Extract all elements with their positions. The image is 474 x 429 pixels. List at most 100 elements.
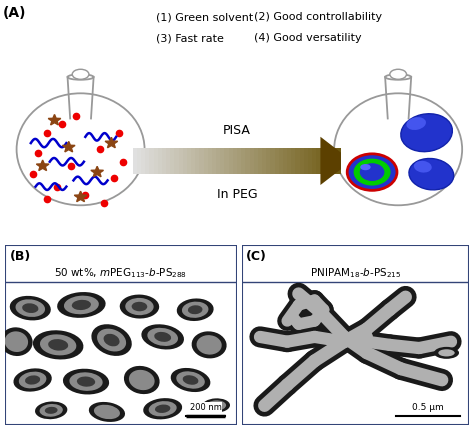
Ellipse shape	[334, 94, 462, 162]
Polygon shape	[308, 148, 312, 174]
Polygon shape	[225, 148, 228, 174]
Ellipse shape	[155, 405, 170, 413]
Polygon shape	[179, 148, 183, 174]
Polygon shape	[300, 148, 304, 174]
Polygon shape	[283, 148, 287, 174]
Ellipse shape	[97, 329, 126, 351]
Ellipse shape	[409, 158, 454, 190]
Text: (B): (B)	[9, 250, 31, 263]
Ellipse shape	[141, 324, 184, 350]
Text: (3) Fast rate: (3) Fast rate	[156, 33, 224, 43]
Ellipse shape	[91, 324, 132, 356]
Ellipse shape	[385, 74, 411, 80]
Ellipse shape	[434, 347, 459, 359]
Ellipse shape	[202, 399, 230, 413]
Polygon shape	[174, 148, 179, 174]
Polygon shape	[204, 148, 208, 174]
Ellipse shape	[35, 402, 67, 419]
Ellipse shape	[176, 372, 205, 389]
Ellipse shape	[334, 94, 462, 205]
Text: (1) Green solvent: (1) Green solvent	[156, 12, 254, 22]
Ellipse shape	[63, 369, 109, 395]
Text: (C): (C)	[246, 250, 267, 263]
Polygon shape	[191, 148, 195, 174]
Polygon shape	[325, 148, 329, 174]
Ellipse shape	[13, 369, 52, 392]
Polygon shape	[133, 148, 137, 174]
Polygon shape	[295, 148, 300, 174]
Ellipse shape	[16, 299, 45, 317]
Ellipse shape	[89, 402, 125, 422]
Ellipse shape	[10, 296, 51, 320]
Polygon shape	[162, 148, 166, 174]
Ellipse shape	[45, 407, 58, 414]
Text: (A): (A)	[2, 6, 26, 20]
Ellipse shape	[33, 330, 83, 360]
Ellipse shape	[19, 372, 46, 388]
Ellipse shape	[64, 296, 99, 314]
Ellipse shape	[182, 302, 209, 318]
Ellipse shape	[347, 154, 397, 190]
Polygon shape	[137, 148, 141, 174]
Ellipse shape	[129, 370, 155, 390]
Ellipse shape	[182, 375, 199, 385]
Text: In PEG: In PEG	[217, 188, 257, 201]
Ellipse shape	[48, 339, 68, 350]
Polygon shape	[183, 148, 187, 174]
Polygon shape	[237, 148, 241, 174]
Ellipse shape	[206, 400, 226, 411]
FancyBboxPatch shape	[5, 245, 237, 425]
Ellipse shape	[406, 117, 426, 130]
Ellipse shape	[5, 331, 28, 352]
Polygon shape	[170, 148, 174, 174]
Ellipse shape	[171, 368, 210, 392]
Ellipse shape	[120, 295, 159, 319]
Ellipse shape	[94, 405, 120, 419]
Ellipse shape	[191, 331, 227, 358]
Polygon shape	[187, 148, 191, 174]
Polygon shape	[287, 148, 291, 174]
Ellipse shape	[210, 403, 222, 408]
Polygon shape	[312, 148, 316, 174]
Polygon shape	[195, 148, 200, 174]
Ellipse shape	[360, 163, 384, 181]
Polygon shape	[149, 148, 154, 174]
Polygon shape	[141, 148, 145, 174]
Ellipse shape	[149, 401, 177, 417]
Polygon shape	[254, 148, 258, 174]
Ellipse shape	[197, 335, 222, 355]
Polygon shape	[320, 148, 325, 174]
Polygon shape	[216, 148, 220, 174]
Ellipse shape	[143, 398, 182, 420]
Polygon shape	[145, 148, 149, 174]
Text: PISA: PISA	[223, 124, 251, 137]
Polygon shape	[166, 148, 170, 174]
Polygon shape	[249, 148, 254, 174]
Ellipse shape	[125, 298, 154, 315]
Ellipse shape	[68, 74, 94, 80]
Polygon shape	[208, 148, 212, 174]
Polygon shape	[279, 148, 283, 174]
Ellipse shape	[0, 327, 33, 356]
Polygon shape	[63, 142, 75, 152]
FancyBboxPatch shape	[242, 245, 469, 425]
Ellipse shape	[390, 69, 407, 79]
Polygon shape	[91, 166, 103, 177]
Polygon shape	[241, 148, 246, 174]
Polygon shape	[291, 148, 295, 174]
Polygon shape	[266, 148, 270, 174]
Ellipse shape	[154, 332, 171, 342]
Text: 200 nm: 200 nm	[190, 403, 221, 412]
Ellipse shape	[22, 303, 38, 313]
Polygon shape	[220, 148, 225, 174]
Polygon shape	[233, 148, 237, 174]
Polygon shape	[158, 148, 162, 174]
Polygon shape	[105, 137, 118, 148]
Ellipse shape	[177, 299, 214, 321]
Ellipse shape	[104, 334, 119, 346]
Polygon shape	[200, 148, 204, 174]
Ellipse shape	[360, 164, 371, 170]
Polygon shape	[320, 137, 352, 185]
Text: PNIPAM$_{18}$-$\mathit{b}$-PS$_{215}$: PNIPAM$_{18}$-$\mathit{b}$-PS$_{215}$	[310, 266, 401, 280]
Ellipse shape	[414, 161, 432, 172]
